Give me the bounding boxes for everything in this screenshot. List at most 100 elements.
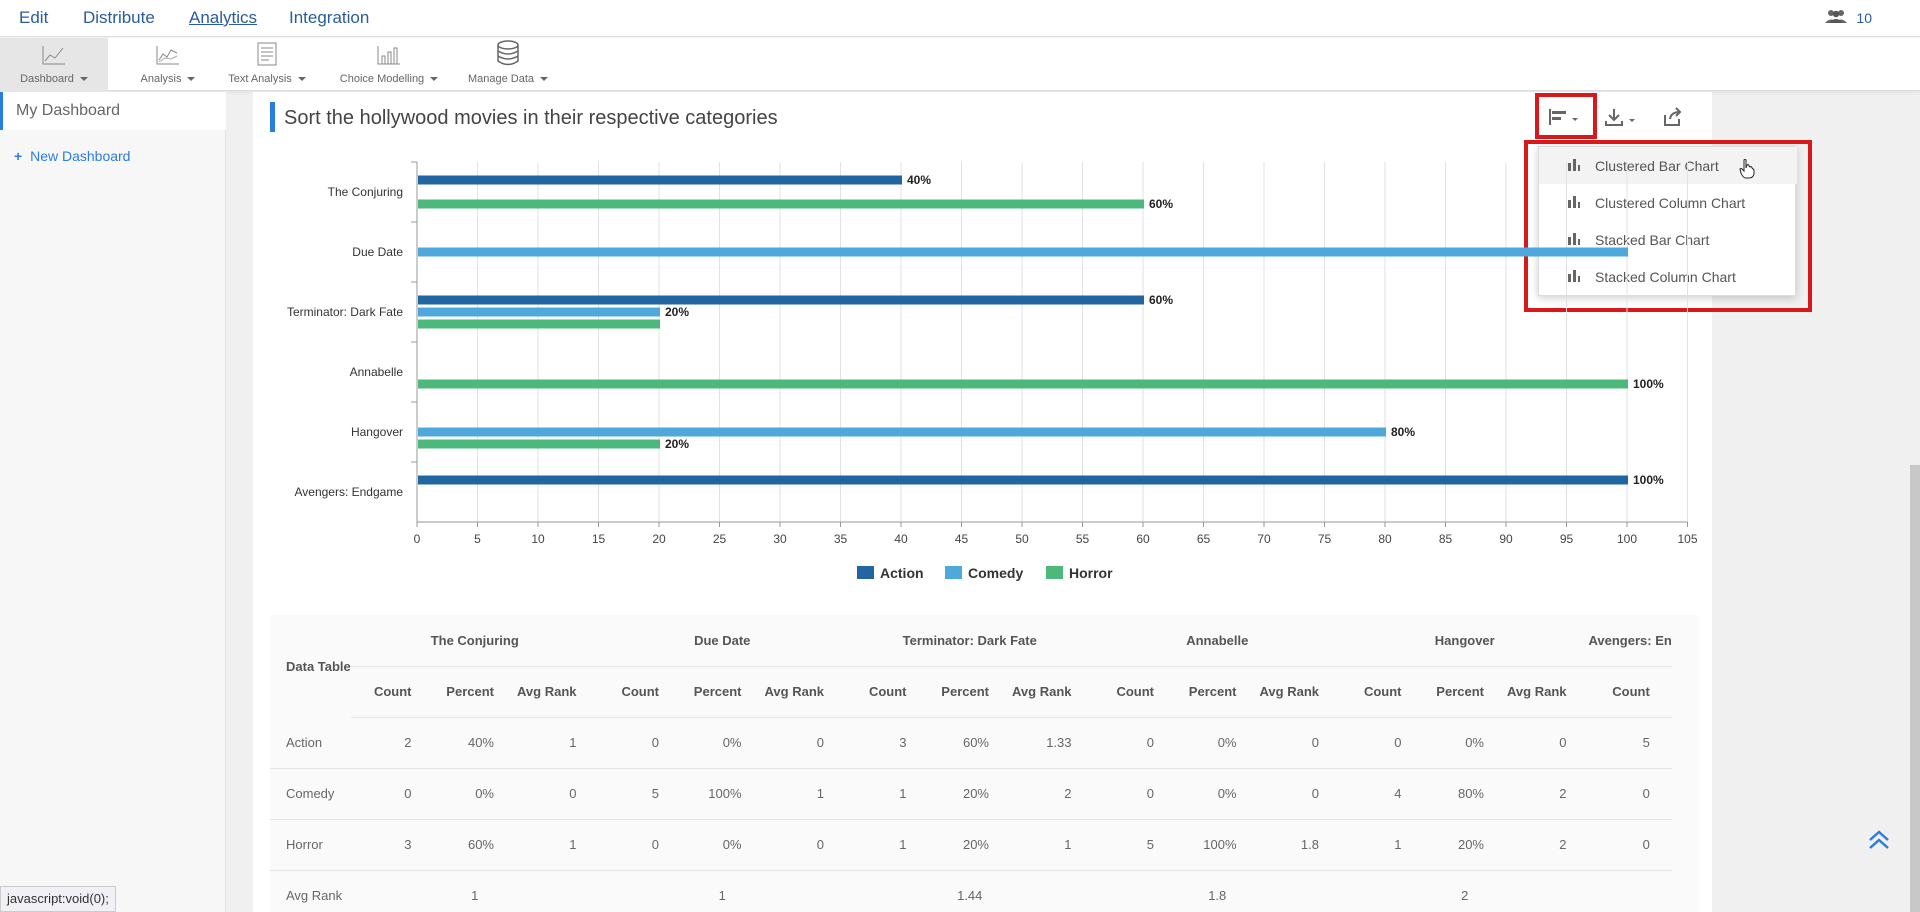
- toolbar-dashboard[interactable]: Dashboard: [0, 38, 108, 91]
- table-subheader: Count: [846, 666, 929, 718]
- scrollbar[interactable]: [1910, 465, 1920, 912]
- chart-type-dropdown: Clustered Bar Chart Clustered Column Cha…: [1538, 146, 1797, 296]
- download-icon: [1604, 107, 1640, 132]
- table-subheader-row: Count Percent Avg Rank Count Percent Avg Rank…: [270, 666, 1672, 718]
- dropdown-item-stacked-bar[interactable]: Stacked Bar Chart: [1539, 221, 1797, 258]
- dropdown-item-stacked-column[interactable]: Stacked Column Chart: [1539, 258, 1797, 295]
- bar-comedy: [418, 307, 660, 317]
- menu-integration[interactable]: Integration: [289, 8, 370, 27]
- new-dashboard-link[interactable]: + New Dashboard: [14, 148, 130, 164]
- data-label: 80%: [1391, 425, 1415, 439]
- bar-action: [418, 175, 902, 185]
- category-label: Avengers: Endgame: [294, 485, 403, 499]
- title-accent-bar: [270, 102, 275, 132]
- table-corner-label: Data Table: [286, 658, 351, 674]
- data-label: 20%: [665, 437, 689, 451]
- sidebar-item-my-dashboard[interactable]: My Dashboard: [0, 92, 226, 130]
- scroll-to-top-button[interactable]: [1868, 830, 1890, 855]
- table-cell: 0: [1341, 717, 1424, 769]
- bar-action: [418, 295, 1144, 305]
- table-cell: 5: [1588, 717, 1672, 769]
- table-row-label: Avg Rank: [286, 888, 343, 904]
- table-cell: 0: [1506, 717, 1589, 769]
- chart-type-button[interactable]: [1538, 102, 1592, 136]
- table-avg-rank-cell: 1: [718, 888, 726, 904]
- toolbar-analysis[interactable]: Analysis: [118, 38, 218, 91]
- dropdown-item-clustered-bar[interactable]: Clustered Bar Chart: [1539, 147, 1797, 184]
- bar-chart-icon: [1567, 231, 1581, 248]
- toolbar-text-analysis[interactable]: Text Analysis: [212, 38, 322, 91]
- x-tick-label: 65: [1197, 532, 1211, 546]
- table-cell: 40%: [433, 717, 516, 769]
- table-cell: 1: [846, 768, 929, 820]
- bar-comedy: [418, 427, 1386, 437]
- bar-chart-icon: [1567, 157, 1581, 174]
- table-cell: 0%: [681, 819, 764, 871]
- table-avg-rank-cell: 1.44: [957, 888, 983, 904]
- table-subheader: Percent: [433, 666, 516, 718]
- table-row-label: Comedy: [270, 768, 351, 820]
- table-cell: 2: [1506, 819, 1589, 871]
- clustered-bar-chart: 0 5 10 15 20 25 30 35 40 45 50 55 60 65 70 75 80 85 90 95 10…: [287, 161, 1698, 581]
- double-chevron-up-icon: [1868, 830, 1890, 854]
- table-cell: 3: [846, 717, 929, 769]
- data-table-grid: Data Table The Conjuring Due Date Terminato…: [270, 615, 1672, 912]
- toolbar-label: Manage Data: [467, 73, 535, 85]
- data-label: 100%: [1633, 473, 1664, 487]
- panel-title: Sort the hollywood movies in their respe…: [284, 107, 778, 129]
- table-subheader: Count: [1093, 666, 1176, 718]
- hand-cursor-icon: [1739, 159, 1755, 184]
- table-header-row: Data Table The Conjuring Due Date Terminato…: [270, 615, 1672, 674]
- category-label: The Conjuring: [328, 185, 403, 199]
- download-button[interactable]: [1599, 102, 1645, 136]
- category-label: Hangover: [351, 425, 403, 439]
- legend-label-horror: Horror: [1069, 565, 1113, 581]
- bar-comedy: [418, 247, 1628, 257]
- share-icon: [1663, 106, 1683, 132]
- dropdown-item-label: Clustered Column Chart: [1595, 194, 1746, 211]
- users-indicator[interactable]: 10: [1824, 9, 1872, 26]
- table-cell: 5: [1093, 819, 1176, 871]
- table-subheader: Avg Rank: [1258, 666, 1341, 718]
- dropdown-item-label: Stacked Column Chart: [1595, 268, 1736, 285]
- table-cell: 0%: [1176, 768, 1259, 820]
- toolbar-choice-modelling[interactable]: Choice Modelling: [330, 38, 448, 91]
- table-cell: 100%: [681, 768, 764, 820]
- table-subheader: Avg Rank: [1011, 666, 1094, 718]
- toolbar-manage-data[interactable]: Manage Data: [464, 38, 552, 91]
- x-tick-label: 70: [1257, 532, 1271, 546]
- toolbar: Dashboard Analysis Text Analysis Choice …: [0, 38, 1920, 91]
- table-cell: 0: [1258, 768, 1341, 820]
- table-movie-header: The Conjuring: [351, 615, 599, 667]
- table-cell: 2: [1011, 768, 1094, 820]
- table-cell: 0: [1588, 819, 1672, 871]
- table-movie-header: Avengers: En: [1588, 615, 1672, 667]
- table-cell: 0: [351, 768, 434, 820]
- data-label: 20%: [665, 305, 689, 319]
- x-tick-label: 35: [834, 532, 848, 546]
- table-cell: 1: [763, 768, 846, 820]
- table-cell: 2: [1506, 768, 1589, 820]
- table-subheader: Avg Rank: [516, 666, 599, 718]
- bar-chart-icon: [1567, 268, 1581, 285]
- share-button[interactable]: [1653, 102, 1693, 136]
- table-avg-rank-cell: 1: [471, 888, 479, 904]
- menu-edit[interactable]: Edit: [19, 8, 49, 27]
- x-tick-label: 105: [1677, 532, 1697, 546]
- dropdown-item-clustered-column[interactable]: Clustered Column Chart: [1539, 184, 1797, 221]
- menu-analytics[interactable]: Analytics: [189, 8, 258, 27]
- dropdown-item-label: Stacked Bar Chart: [1595, 231, 1710, 248]
- table-subheader: Avg Rank: [1506, 666, 1589, 718]
- x-tick-label: 40: [894, 532, 908, 546]
- x-tick-label: 85: [1439, 532, 1453, 546]
- database-icon: [496, 40, 520, 73]
- table-cell: 1.8: [1258, 819, 1341, 871]
- table-cell: 20%: [1423, 819, 1506, 871]
- table-cell: 1: [1341, 819, 1424, 871]
- table-subheader: Count: [1341, 666, 1424, 718]
- new-dashboard-label: New Dashboard: [30, 148, 131, 164]
- table-movie-header: Due Date: [598, 615, 846, 667]
- status-bar: javascript:void(0);: [0, 886, 116, 912]
- text-analysis-icon: [256, 42, 278, 73]
- menu-distribute[interactable]: Distribute: [83, 8, 155, 27]
